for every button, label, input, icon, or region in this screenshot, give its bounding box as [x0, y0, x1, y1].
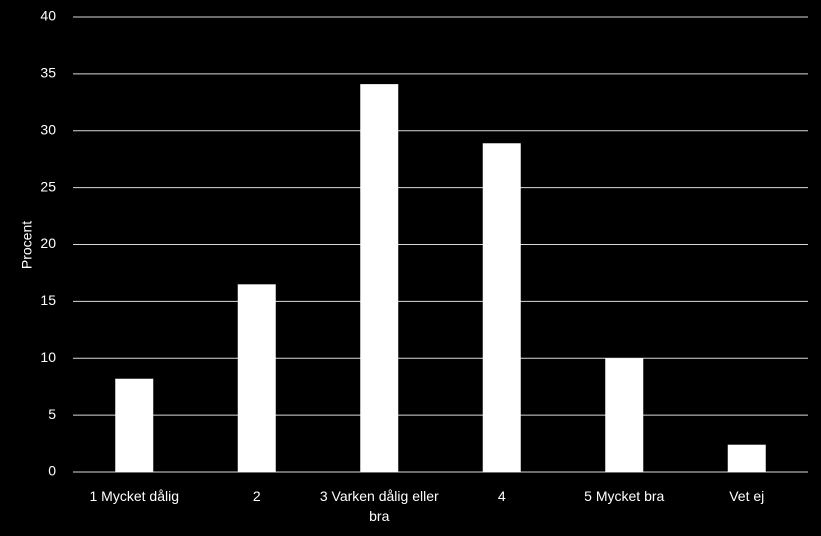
y-tick-label: 40	[40, 8, 56, 24]
y-axis-label: Procent	[19, 221, 35, 269]
bar	[605, 358, 644, 472]
bar	[115, 378, 154, 472]
x-tick-label: 2	[252, 488, 261, 504]
x-tick-label: 5 Mycket bra	[584, 488, 665, 504]
y-tick-label: 25	[40, 178, 56, 194]
x-tick-label: 4	[497, 488, 506, 504]
y-tick-label: 35	[40, 65, 56, 81]
bar	[237, 284, 276, 472]
bar	[482, 143, 521, 472]
y-tick-label: 15	[40, 292, 56, 308]
y-tick-label: 0	[48, 463, 56, 479]
y-tick-label: 10	[40, 349, 56, 365]
x-tick-label: 3 Varken dålig eller bra	[319, 488, 439, 524]
bar	[360, 84, 399, 473]
y-tick-label: 30	[40, 121, 56, 137]
y-tick-label: 5	[48, 406, 56, 422]
y-tick-label: 20	[40, 235, 56, 251]
x-tick-label: 1 Mycket dålig	[89, 488, 179, 504]
x-tick-label: Vet ej	[729, 488, 765, 504]
bar	[727, 444, 766, 472]
